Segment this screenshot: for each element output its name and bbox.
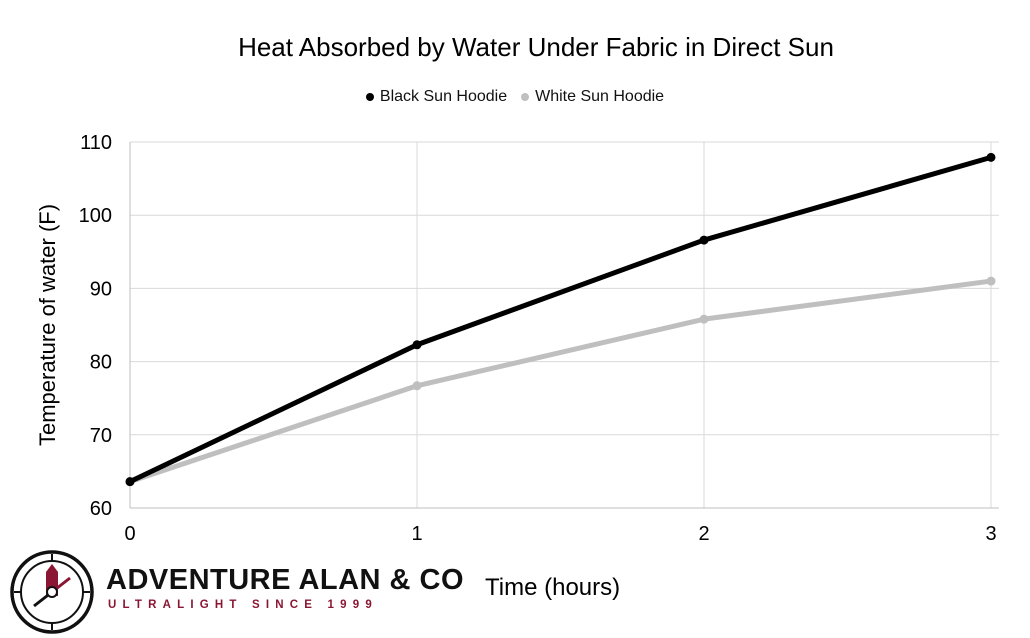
series-line-black [127,154,994,485]
compass-icon [10,550,94,634]
legend-marker-white [521,93,530,101]
x-tick-label: 3 [985,523,996,545]
y-tick-label: 60 [90,498,112,520]
chart-title: Heat Absorbed by Water Under Fabric in D… [238,32,834,62]
brand-tagline: ULTRALIGHT SINCE 1999 [108,599,378,611]
y-axis-label: Temperature of water (F) [35,203,60,447]
legend-label-white: White Sun Hoodie [535,88,665,105]
x-axis-label: Time (hours) [485,574,621,601]
y-tick-label: 80 [90,352,112,374]
brand-logo: ADVENTURE ALAN & CO ULTRALIGHT SINCE 199… [8,548,464,636]
legend-label-black: Black Sun Hoodie [379,88,508,105]
x-tick-label: 0 [124,523,135,545]
data-point-white [986,276,996,286]
data-point-black [125,477,135,487]
chart-legend: Black Sun Hoodie White Sun Hoodie [0,88,1030,106]
legend-item-white: White Sun Hoodie [521,88,664,106]
legend-item-black: Black Sun Hoodie [365,88,508,106]
y-tick-label: 70 [90,425,112,447]
y-tick-label: 100 [79,205,112,227]
data-point-white [699,314,709,324]
data-point-black [412,340,422,350]
data-point-black [699,235,709,245]
y-tick-label: 90 [90,278,112,300]
y-tick-label: 110 [80,132,112,154]
x-tick-label: 2 [698,523,709,545]
data-point-white [412,381,422,391]
legend-marker-black [365,93,374,101]
brand-name: ADVENTURE ALAN & CO [106,564,465,596]
series-line-white [127,278,994,485]
x-tick-label: 1 [411,523,422,545]
data-point-black [986,152,996,162]
